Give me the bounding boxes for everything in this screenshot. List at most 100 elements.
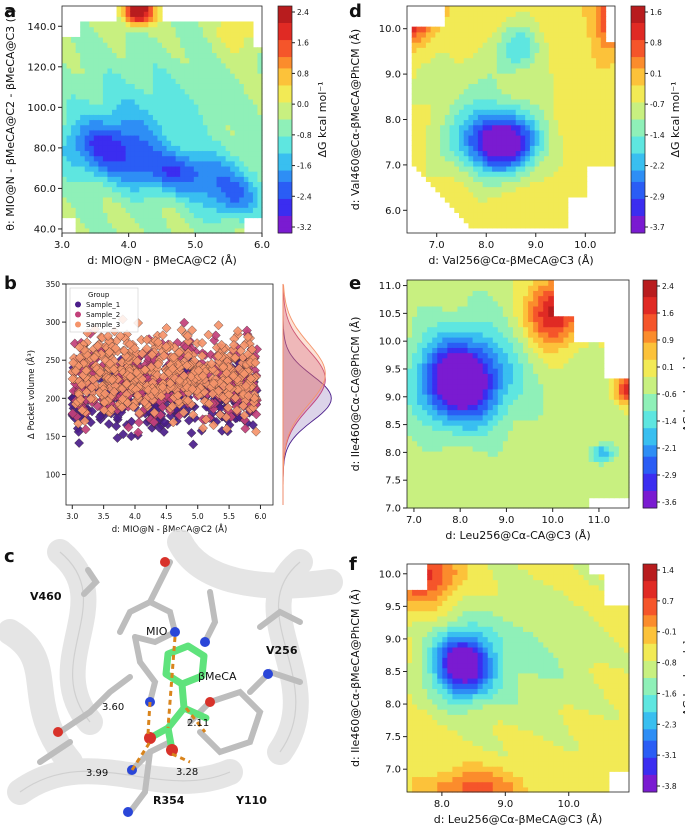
heatmap-cell (563, 119, 569, 126)
heatmap-cell (112, 202, 118, 208)
heatmap-cell (563, 83, 569, 90)
heatmap-cell (75, 176, 81, 183)
heatmap-cell (591, 83, 597, 90)
heatmap-cell (563, 140, 569, 146)
heatmap-cell (449, 119, 455, 126)
heatmap-cell (520, 114, 526, 121)
heatmap-cell (506, 171, 512, 177)
heatmap-cell (596, 155, 602, 162)
heatmap-cell (525, 42, 531, 48)
heatmap-cell (89, 165, 95, 172)
heatmap-cell (202, 176, 209, 183)
scatter-point (187, 384, 198, 394)
heatmap-cell (449, 171, 455, 177)
heatmap-cell (75, 150, 81, 157)
heatmap-cell (207, 104, 213, 110)
heatmap-cell (162, 119, 168, 126)
heatmap-cell (553, 145, 559, 152)
heatmap-cell (221, 104, 227, 110)
heatmap-cell (553, 207, 559, 213)
heatmap-cell (577, 140, 583, 146)
heatmap-cell (107, 165, 113, 172)
heatmap-cell (529, 212, 536, 219)
heatmap-cell (459, 155, 465, 162)
heatmap-cell (520, 155, 526, 162)
heatmap-cell (563, 160, 569, 167)
heatmap-cell (171, 165, 177, 172)
heatmap-cell (207, 62, 213, 69)
heatmap-cell (520, 47, 526, 54)
heatmap-cell (482, 6, 488, 12)
heatmap-cell (444, 129, 451, 136)
heatmap-cell (216, 26, 222, 33)
heatmap-cell (93, 67, 99, 74)
heatmap-cell (468, 181, 474, 188)
heatmap-cell (98, 119, 104, 126)
heatmap-cell (463, 52, 470, 59)
heatmap-cell (84, 160, 90, 167)
heatmap-cell (216, 171, 222, 177)
colorbar-tick-label: -1.6 (297, 162, 312, 171)
heatmap-cell (102, 21, 109, 28)
heatmap-cell (166, 88, 172, 95)
heatmap-cell (75, 104, 81, 110)
heatmap-cell (506, 165, 512, 172)
heatmap-cell (468, 73, 474, 79)
heatmap-cell (152, 196, 159, 203)
heatmap-cell (71, 155, 77, 162)
heatmap-cell (435, 57, 441, 64)
heatmap-cell (586, 21, 592, 28)
heatmap-cell (112, 165, 118, 172)
heatmap-cell (225, 155, 231, 162)
heatmap-cell (529, 114, 536, 121)
heatmap-cell (610, 134, 616, 141)
heatmap-cell (234, 176, 240, 183)
heatmap-cell (544, 176, 550, 183)
heatmap-cell (534, 83, 540, 90)
heatmap-cell (252, 186, 259, 193)
heatmap-cell (66, 165, 72, 172)
heatmap-cell (591, 98, 597, 105)
heatmap-cell (152, 104, 159, 110)
heatmap-cell (71, 47, 77, 54)
heatmap-cell (558, 57, 564, 64)
heatmap-cell (412, 435, 418, 442)
heatmap-cell (473, 62, 479, 69)
heatmap-cell (252, 119, 259, 126)
heatmap-cell (107, 93, 113, 100)
heatmap-cell (71, 176, 77, 183)
heatmap-cell (496, 186, 503, 193)
scatter-point (123, 422, 134, 433)
heatmap-cell (440, 176, 446, 183)
heatmap-cell (487, 140, 493, 146)
heatmap-cell (468, 114, 474, 121)
scatter-point (78, 358, 89, 369)
heatmap-cell (435, 31, 441, 38)
heatmap-cell (407, 383, 413, 390)
heatmap-cell (230, 98, 236, 105)
heatmap-cell (184, 196, 190, 203)
heatmap-cell (525, 129, 531, 136)
panel-label-b: b (4, 273, 17, 294)
heatmap-cell (515, 114, 522, 121)
heatmap-cell (166, 57, 172, 64)
heatmap-cell (216, 83, 222, 90)
heatmap-cell (184, 21, 190, 28)
heatmap-cell (107, 114, 113, 121)
heatmap-cell (567, 16, 574, 23)
heatmap-cells (62, 6, 263, 234)
heatmap-cell (515, 21, 522, 28)
heatmap-cell (487, 26, 493, 33)
heatmap-cell (180, 109, 186, 115)
heatmap-cell (492, 186, 498, 193)
heatmap-cell (134, 36, 140, 43)
heatmap-cell (496, 26, 503, 33)
heatmap-cell (202, 62, 209, 69)
ligand-oxygen-1 (144, 732, 156, 744)
heatmap-cell (581, 176, 588, 183)
heatmap-cell (463, 88, 470, 95)
heatmap-cell (112, 114, 118, 121)
heatmap-cell (610, 155, 616, 162)
heatmap-cell (152, 42, 159, 48)
heatmap-cell (440, 73, 446, 79)
